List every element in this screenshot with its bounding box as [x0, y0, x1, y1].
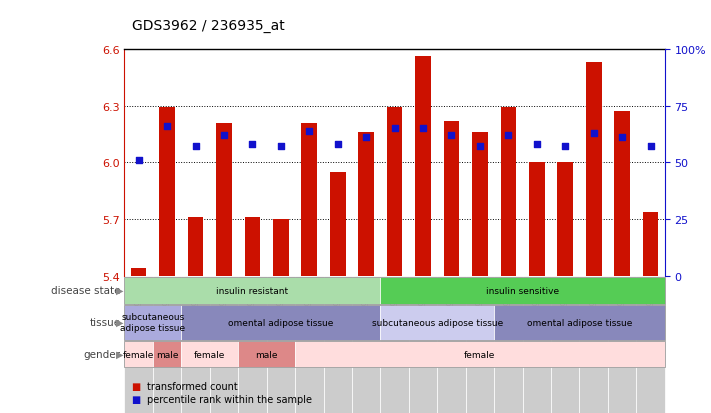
- Text: insulin resistant: insulin resistant: [216, 286, 289, 295]
- Bar: [245, 218, 260, 276]
- Bar: [523, 276, 551, 413]
- Point: [645, 144, 656, 150]
- Point: [560, 144, 571, 150]
- Point: [190, 144, 201, 150]
- Text: ▶: ▶: [115, 285, 123, 296]
- Bar: [238, 276, 267, 413]
- Bar: [216, 123, 232, 276]
- Bar: [608, 276, 636, 413]
- Text: tissue: tissue: [90, 317, 121, 328]
- Bar: [358, 133, 374, 276]
- Point: [446, 133, 457, 139]
- Text: female: female: [464, 350, 496, 358]
- Text: GDS3962 / 236935_at: GDS3962 / 236935_at: [132, 19, 284, 33]
- Bar: [188, 218, 203, 276]
- Text: percentile rank within the sample: percentile rank within the sample: [147, 394, 312, 404]
- Bar: [330, 172, 346, 276]
- Bar: [586, 63, 602, 276]
- Bar: [181, 276, 210, 413]
- Text: disease state: disease state: [51, 285, 121, 296]
- Bar: [472, 133, 488, 276]
- Bar: [614, 112, 630, 276]
- Text: omental adipose tissue: omental adipose tissue: [228, 318, 333, 327]
- Bar: [380, 276, 409, 413]
- Point: [531, 142, 542, 148]
- Point: [161, 123, 173, 130]
- Bar: [529, 163, 545, 276]
- Text: subcutaneous adipose tissue: subcutaneous adipose tissue: [372, 318, 503, 327]
- Point: [218, 133, 230, 139]
- Text: ▶: ▶: [115, 349, 123, 359]
- Text: omental adipose tissue: omental adipose tissue: [527, 318, 632, 327]
- Point: [332, 142, 343, 148]
- Bar: [301, 123, 317, 276]
- Point: [389, 126, 400, 132]
- Bar: [444, 121, 459, 276]
- Text: ■: ■: [132, 381, 141, 391]
- Point: [133, 157, 144, 164]
- Bar: [437, 276, 466, 413]
- Bar: [153, 276, 181, 413]
- Text: female: female: [123, 350, 154, 358]
- Point: [503, 133, 514, 139]
- Bar: [210, 276, 238, 413]
- Point: [247, 142, 258, 148]
- Bar: [409, 276, 437, 413]
- Text: gender: gender: [84, 349, 121, 359]
- Bar: [557, 163, 573, 276]
- Text: female: female: [194, 350, 225, 358]
- Text: male: male: [156, 350, 178, 358]
- Text: insulin sensitive: insulin sensitive: [486, 286, 559, 295]
- Point: [275, 144, 287, 150]
- Bar: [273, 220, 289, 276]
- Bar: [636, 276, 665, 413]
- Text: ■: ■: [132, 394, 141, 404]
- Bar: [159, 108, 175, 276]
- Bar: [352, 276, 380, 413]
- Point: [417, 126, 429, 132]
- Bar: [466, 276, 494, 413]
- Text: male: male: [255, 350, 278, 358]
- Bar: [551, 276, 579, 413]
- Bar: [579, 276, 608, 413]
- Text: subcutaneous
adipose tissue: subcutaneous adipose tissue: [120, 313, 186, 332]
- Bar: [267, 276, 295, 413]
- Point: [304, 128, 315, 135]
- Bar: [494, 276, 523, 413]
- Bar: [124, 276, 153, 413]
- Text: ▶: ▶: [115, 317, 123, 328]
- Bar: [387, 108, 402, 276]
- Bar: [295, 276, 324, 413]
- Bar: [131, 269, 146, 276]
- Point: [588, 130, 599, 137]
- Bar: [501, 108, 516, 276]
- Point: [616, 135, 628, 141]
- Point: [360, 135, 372, 141]
- Bar: [643, 212, 658, 276]
- Point: [474, 144, 486, 150]
- Bar: [415, 57, 431, 276]
- Text: transformed count: transformed count: [147, 381, 238, 391]
- Bar: [324, 276, 352, 413]
